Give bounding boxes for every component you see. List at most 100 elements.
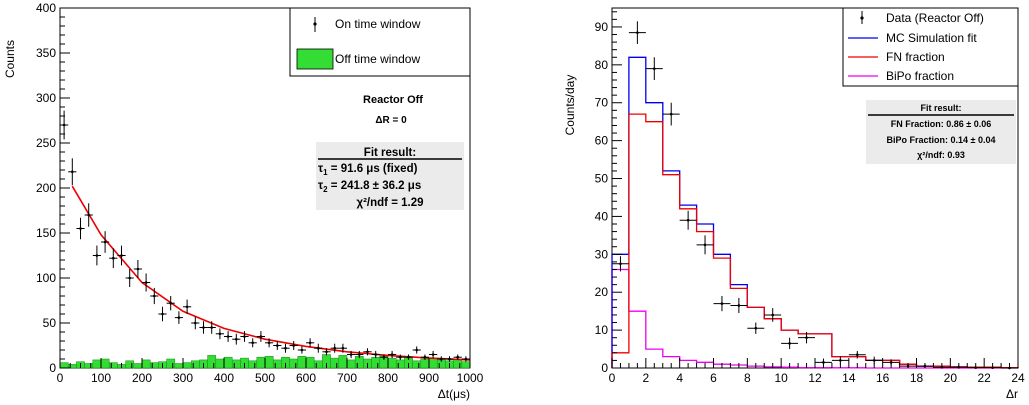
left-off-window-bar [108,362,118,369]
left-off-window-bar [141,359,151,369]
left-data-point [374,353,378,356]
left-x-tick-label: 1000 [457,371,484,385]
left-fit-curve-line [71,185,471,361]
right-legend-mc-label: MC Simulation fit [886,31,977,45]
left-data-point [423,355,427,359]
left-data-point [390,353,394,356]
left-off-window-bar [84,363,94,369]
left-off-window-bar [338,355,348,369]
left-y-tick-label: 100 [36,271,56,285]
right-legend-bipo-label: BiPo fraction [886,69,954,83]
right-y-tick-label: 80 [595,58,609,72]
right-fit-bipo-line: BiPo Fraction: 0.14 ± 0.04 [886,135,995,145]
right-y-tick-label: 50 [595,172,609,186]
left-off-window-bar [174,363,184,369]
left-data-point [194,321,197,325]
left-x-tick-label: 0 [57,371,64,385]
left-data-point [300,348,304,352]
left-data-point [71,170,74,174]
left-off-window-bar [223,356,233,369]
right-x-tick-label: 4 [676,371,683,385]
left-fit-tau2-line: τ2 = 241.8 ± 36.2 μs [318,180,421,194]
right-fit-fn-err: 0.06 [974,119,992,129]
right-data-point [619,262,622,266]
left-fit-curve [71,185,471,361]
right-x-tick-label: 0 [609,371,616,385]
left-off-window-bar [166,358,176,369]
left-off-window-bar [248,360,258,369]
left-x-tick-label: 700 [337,371,357,385]
right-data-points [612,21,1018,370]
left-data-point [169,301,172,305]
left-data-point [112,256,115,260]
left-off-window-bar [420,358,430,369]
left-off-window-bar [125,360,135,369]
right-x-tick-label: 22 [977,371,991,385]
left-off-window-bar [313,360,323,369]
left-fit-tau1-value: 91.6 [341,163,363,175]
left-data-point [210,326,213,329]
right-data-point [720,302,724,305]
left-off-window-bar [412,360,422,369]
left-data-point [267,341,271,345]
right-data-point [889,361,893,364]
left-data-point [136,267,140,271]
left-data-point [431,353,435,356]
left-off-window-bar [256,356,266,369]
left-x-tick-label: 900 [419,371,439,385]
left-y-tick-label: 300 [36,91,56,105]
left-off-window-bar [67,364,77,369]
right-data-point [839,359,842,362]
right-x-tick-label: 8 [744,371,751,385]
left-fit-box-bg [316,142,464,210]
left-x-tick-label: 200 [132,371,152,385]
right-data-point [788,342,791,345]
left-data-point [120,254,123,257]
left-data-point [128,276,131,280]
left-fit-tau1-suffix: μs (fixed) [366,163,417,175]
right-data-point [754,326,758,330]
left-on-window-points [60,110,470,362]
left-data-point [325,350,328,354]
left-data-point [308,341,312,345]
left-data-point [349,353,353,356]
right-x-tick-label: 16 [876,371,890,385]
left-y-tick-label: 150 [36,226,56,240]
right-data-point [636,31,639,34]
left-fit-tau2-err: 36.2 [382,180,404,192]
left-y-tick-label: 250 [36,136,56,150]
right-data-point [652,67,656,70]
left-off-window-bar [207,355,217,369]
right-fit-fn-label: FN Fraction: 0.86 [891,119,964,129]
left-annotation-reactor: Reactor Off [363,94,423,106]
left-data-point [177,316,181,319]
left-off-window-bar [289,358,299,369]
right-data-point [703,243,707,247]
right-legend-data-label: Data (Reactor Off) [886,11,984,25]
right-y-tick-label: 20 [595,285,609,299]
right-x-axis-label: Δr [1006,387,1018,401]
left-data-point [87,213,90,217]
left-fit-title: Fit result: [364,147,416,159]
left-data-point [358,353,361,356]
left-off-window-bar [330,357,340,369]
right-data-point [855,353,859,357]
left-data-point [399,355,402,359]
left-y-axis-label: Counts [3,40,17,78]
right-data-point [669,112,673,116]
left-off-window-bar [461,361,471,369]
left-chart: 0 100 200 300 400 500 600 700 800 900 1000 0 50 100 15… [3,1,484,401]
right-x-tick-label: 14 [842,371,856,385]
left-data-point [161,312,164,316]
left-data-point [440,357,443,361]
left-off-window-bar [428,357,438,369]
left-x-tick-label: 800 [378,371,398,385]
left-fit-tau2-unit: μs [408,180,421,192]
right-data-point [686,218,690,222]
left-axes: 0 100 200 300 400 500 600 700 800 900 1000 0 50 100 15… [36,1,484,385]
right-legend: Data (Reactor Off) MC Simulation fit FN … [842,7,1019,87]
left-off-window-bar [182,362,192,369]
left-y-tick-label: 350 [36,46,56,60]
left-data-point [226,335,230,338]
